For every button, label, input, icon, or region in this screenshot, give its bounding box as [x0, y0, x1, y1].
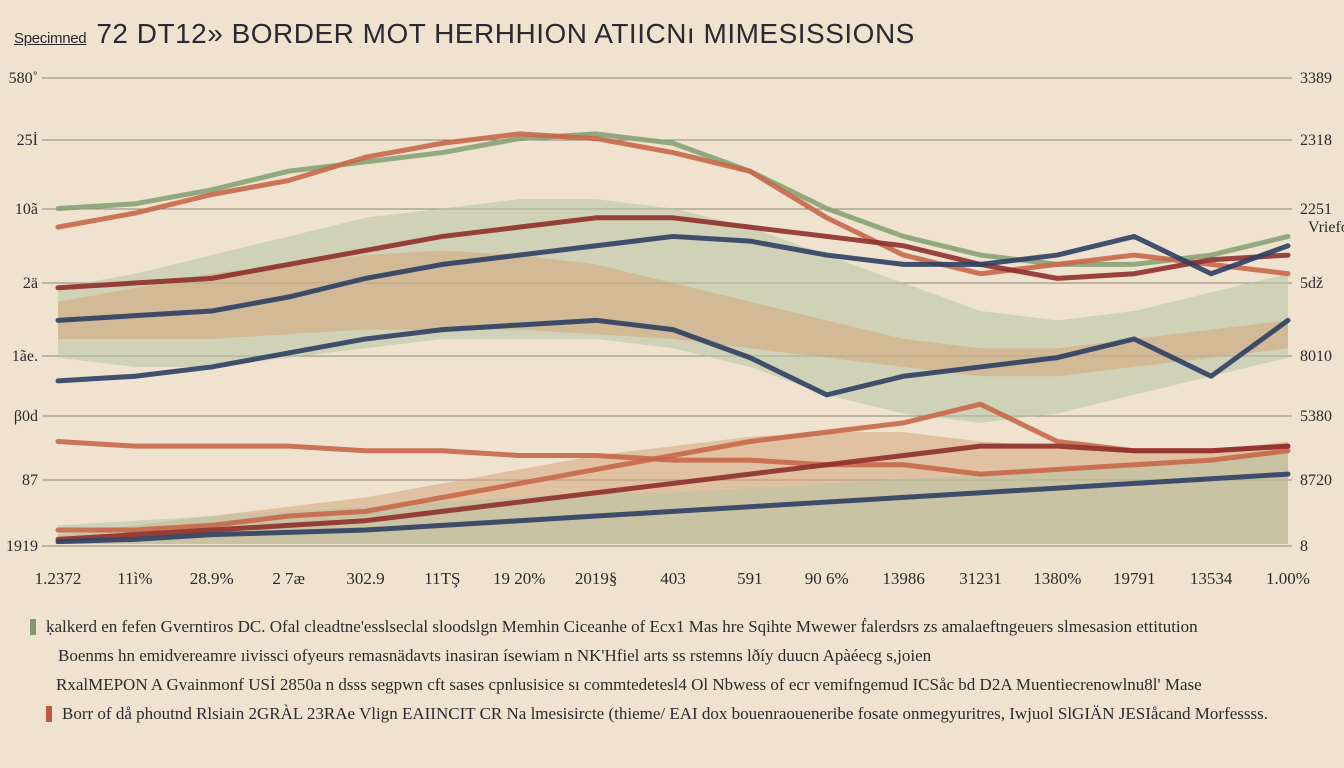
y-tick-label-left: 1919: [6, 538, 38, 555]
chart-title: 72 DT12» BORDER MOT HERHHION ATIICNı MIM…: [96, 18, 915, 49]
x-tick-label: 2019§: [575, 569, 618, 588]
left-axis: 580˚ 25İ 10ã 2ä 1ãe. β0d 87 1919: [6, 70, 38, 555]
legend-swatch-orange: [46, 705, 52, 722]
x-tick-label: 31231: [959, 569, 1002, 588]
series-line: [55, 438, 1291, 477]
footnote-text: Borr of då phoutnd Rlsiain 2GRÀL 23RAe V…: [62, 704, 1268, 723]
footnote-text: RxalMEPON A Gvainmonf USİ 2850a n dsss s…: [56, 675, 1202, 694]
footnote-1: ḳalkerd en fefen Gverntiros DC. Ofal cle…: [30, 612, 1330, 641]
chart-kicker: Specimned: [14, 30, 87, 47]
right-axis: 3389 2318 2251 5ǆ 8010 5380 8720 8 Vriefσr: [1300, 70, 1344, 555]
area-band: [58, 250, 1288, 377]
series-lines: [55, 131, 1291, 545]
y-tick-label-left: 580˚: [9, 70, 38, 87]
y-tick-label-right: 2251: [1300, 201, 1332, 218]
footnote-2: Boenms hn emidvereamre ıivissci ofyeurs …: [30, 641, 1330, 670]
series-line: [55, 131, 1291, 267]
x-tick-label: 591: [737, 569, 763, 588]
y-tick-label-right: 5380: [1300, 408, 1332, 425]
y-tick-label-left: 87: [22, 472, 38, 489]
y-tick-label-left: 10ã: [15, 201, 38, 218]
footnote-3: RxalMEPON A Gvainmonf USİ 2850a n dsss s…: [30, 670, 1330, 699]
x-tick-label: 11TŞ: [424, 569, 460, 588]
legend-swatch-green: [30, 618, 36, 635]
chart-area: 580˚ 25İ 10ã 2ä 1ãe. β0d 87 1919 3389 2318 2251 5ǆ…: [6, 70, 1344, 588]
x-tick-label: 13534: [1190, 569, 1233, 588]
x-tick-label: 302.9: [346, 569, 384, 588]
area-bands: [58, 199, 1288, 544]
y-tick-label-right-minor: Vriefσr: [1308, 219, 1344, 236]
x-tick-label: 19791: [1113, 569, 1156, 588]
y-tick-label-right: 8: [1300, 538, 1308, 555]
x-tick-label: 90 6%: [805, 569, 849, 588]
y-tick-label-left: 1ãe.: [12, 348, 38, 365]
footnote-4: Borr of då phoutnd Rlsiain 2GRÀL 23RAe V…: [30, 699, 1330, 728]
x-tick-label: 11ì%: [117, 569, 152, 588]
y-tick-label-right: 2318: [1300, 132, 1332, 149]
series-line: [55, 131, 1291, 277]
x-tick-label: 19 20%: [493, 569, 545, 588]
y-tick-label-left: 2ä: [23, 275, 38, 292]
x-tick-label: 403: [660, 569, 686, 588]
y-tick-label-left: β0d: [14, 408, 38, 425]
y-tick-label-right: 8010: [1300, 348, 1332, 365]
y-tick-label-right: 5ǆ: [1300, 275, 1323, 292]
footnote-text: Boenms hn emidvereamre ıivissci ofyeurs …: [58, 646, 932, 665]
series-line: [55, 471, 1291, 545]
footnote-text: ḳalkerd en fefen Gverntiros DC. Ofal cle…: [46, 617, 1198, 636]
series-line: [55, 317, 1291, 398]
x-tick-label: 13986: [882, 569, 925, 588]
series-line: [55, 215, 1291, 291]
y-tick-label-right: 3389: [1300, 70, 1332, 87]
series-line: [55, 233, 1291, 323]
y-tick-label-left: 25İ: [17, 131, 38, 149]
x-tick-label: 1.2372: [35, 569, 82, 588]
series-line: [55, 401, 1291, 533]
x-tick-label: 2 7æ: [272, 569, 305, 588]
title-row: Specimned 72 DT12» BORDER MOT HERHHION A…: [14, 18, 1014, 58]
x-tick-label: 28.9%: [190, 569, 234, 588]
x-tick-label: 1380%: [1033, 569, 1081, 588]
y-tick-label-right: 8720: [1300, 472, 1332, 489]
x-axis: 1.2372 11ì% 28.9% 2 7æ 302.9 11TŞ 19 20% 2019§ 4…: [35, 569, 1310, 588]
footnotes: ḳalkerd en fefen Gverntiros DC. Ofal cle…: [30, 612, 1330, 752]
x-tick-label: 1.00%: [1266, 569, 1310, 588]
series-line: [55, 443, 1291, 542]
